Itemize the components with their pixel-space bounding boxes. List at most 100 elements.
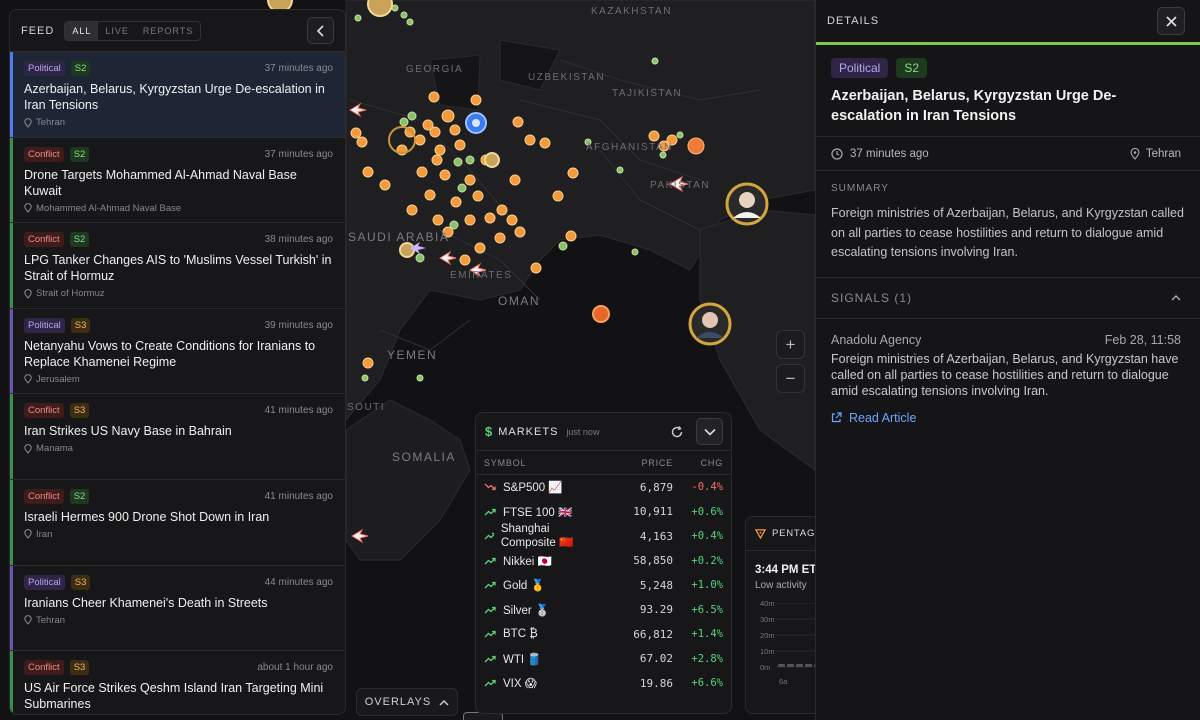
map-label-pakistan: PAKISTAN bbox=[650, 180, 710, 191]
event-time: 37 minutes ago bbox=[850, 148, 929, 160]
pin-icon bbox=[24, 203, 32, 213]
col-symbol: SYMBOL bbox=[484, 457, 527, 468]
markets-rows: S&P500 📈 6,879 -0.4% FTSE 100 🇬🇧 10,911 +0.6%… bbox=[476, 475, 731, 696]
event-title: Azerbaijan, Belarus, Kyrgyzstan Urge De-… bbox=[831, 88, 1117, 124]
market-symbol: Gold 🥇 bbox=[484, 578, 603, 592]
feed-item-accent bbox=[10, 479, 13, 565]
trend-up-icon bbox=[484, 557, 496, 565]
signal-source-row: Anadolu Agency Feb 28, 11:58 bbox=[831, 333, 1181, 347]
dollar-icon: $ bbox=[485, 424, 493, 439]
zoom-out-button[interactable]: − bbox=[776, 364, 805, 393]
feed-title: FEED bbox=[21, 24, 55, 37]
details-tags: Political S2 bbox=[831, 58, 1200, 78]
market-row[interactable]: BTC ₿ 66,812 +1.4% bbox=[476, 622, 731, 647]
zoom-in-button[interactable]: + bbox=[776, 330, 805, 359]
feed-item[interactable]: Political S2 37 minutes ago Azerbaijan, Bel… bbox=[10, 52, 345, 138]
tab-live[interactable]: LIVE bbox=[105, 25, 129, 36]
trend-up-icon bbox=[484, 508, 496, 516]
category-badge: Conflict bbox=[24, 403, 64, 419]
feed-item[interactable]: Conflict S3 41 minutes ago Iran Strikes US … bbox=[10, 394, 345, 480]
map-label-uzbekistan: UZBEKISTAN bbox=[528, 72, 606, 83]
tab-all[interactable]: ALL bbox=[65, 21, 99, 40]
market-symbol: BTC ₿ bbox=[484, 628, 603, 640]
market-symbol-text: Shanghai Composite 🇨🇳 bbox=[500, 523, 574, 550]
market-price: 6,879 bbox=[639, 480, 673, 494]
market-symbol: Silver 🥈 bbox=[484, 603, 603, 617]
signal-text: Foreign ministries of Azerbaijan, Belaru… bbox=[831, 351, 1179, 398]
feed-item[interactable]: Political S3 44 minutes ago Iranians Cheer … bbox=[10, 565, 345, 652]
x-tick-6a: 6a bbox=[779, 677, 788, 686]
y-tick-0m: 0m bbox=[760, 663, 771, 672]
feed-item[interactable]: Conflict S3 about 1 hour ago US Air Force S… bbox=[10, 651, 345, 714]
markets-column-headers: SYMBOL PRICE CHG bbox=[476, 451, 731, 475]
market-row[interactable]: Gold 🥇 5,248 +1.0% bbox=[476, 573, 731, 598]
details-title: DETAILS bbox=[827, 15, 880, 27]
market-symbol-text: S&P500 📈 bbox=[503, 482, 563, 495]
market-symbol-text: VIX 😱 bbox=[503, 678, 537, 691]
market-row[interactable]: Nikkei 🇯🇵 58,850 +0.2% bbox=[476, 549, 731, 574]
trend-up-icon bbox=[484, 606, 496, 614]
signals-toggle[interactable]: SIGNALS (1) bbox=[816, 276, 1200, 319]
pentagon-header: PENTAGO bbox=[746, 517, 824, 551]
category-badge: Conflict bbox=[24, 488, 64, 504]
market-row[interactable]: WTI 🛢️ 67.02 +2.8% bbox=[476, 647, 731, 672]
details-header: DETAILS bbox=[816, 0, 1200, 42]
market-symbol: WTI 🛢️ bbox=[484, 652, 603, 666]
summary-section: SUMMARY Foreign ministries of Azerbaijan… bbox=[816, 171, 1200, 263]
feed-filter-tabs: ALL LIVE REPORTS bbox=[64, 20, 202, 41]
feed-item-title: LPG Tanker Changes AIS to 'Muslims Vesse… bbox=[24, 253, 332, 284]
feed-item-meta: Conflict S3 41 minutes ago bbox=[24, 403, 333, 419]
clock-icon bbox=[831, 148, 843, 160]
plus-icon: + bbox=[785, 334, 796, 354]
close-icon bbox=[1165, 15, 1177, 27]
signal-date: Feb 28, 11:58 bbox=[1104, 332, 1181, 347]
feed-item-time: 41 minutes ago bbox=[264, 405, 333, 417]
market-row[interactable]: FTSE 100 🇬🇧 10,911 +0.6% bbox=[476, 500, 731, 525]
map-label-souti: SOUTI bbox=[347, 402, 386, 413]
feed-item-title: Iranians Cheer Khamenei's Death in Stree… bbox=[24, 595, 268, 610]
market-row[interactable]: VIX 😱 19.86 +6.6% bbox=[476, 671, 731, 696]
feed-item-location: Iran bbox=[24, 529, 333, 540]
pin-icon bbox=[1130, 148, 1140, 160]
feed-item-accent bbox=[10, 651, 13, 714]
feed-item-location: Strait of Hormuz bbox=[24, 288, 333, 299]
pentagon-title: PENTAGO bbox=[772, 528, 824, 539]
market-row[interactable]: Silver 🥈 93.29 +6.5% bbox=[476, 598, 731, 623]
map-label-somalia: SOMALIA bbox=[392, 450, 456, 464]
market-price: 66,812 bbox=[633, 627, 673, 641]
map-markers bbox=[267, 0, 769, 544]
market-symbol-text: FTSE 100 🇬🇧 bbox=[503, 506, 573, 519]
feed-item-location: Tehran bbox=[24, 615, 333, 626]
market-change: +6.6% bbox=[691, 677, 723, 690]
feed-item[interactable]: Conflict S2 37 minutes ago Drone Targets Mo… bbox=[10, 137, 345, 224]
map-label-georgia: GEORGIA bbox=[406, 64, 464, 75]
overlays-button[interactable]: OVERLAYS bbox=[356, 688, 458, 716]
feed-item-location-text: Tehran bbox=[36, 614, 66, 626]
feed-item-location: Mohammed Al-Ahmad Naval Base bbox=[24, 203, 333, 214]
pizza-icon bbox=[755, 529, 766, 539]
market-price: 58,850 bbox=[633, 554, 673, 568]
market-row[interactable]: Shanghai Composite 🇨🇳 4,163 +0.4% bbox=[476, 523, 731, 550]
feed-item[interactable]: Conflict S2 41 minutes ago Israeli Hermes 9… bbox=[10, 479, 345, 566]
feed-item-location-text: Tehran bbox=[36, 117, 66, 128]
close-details-button[interactable] bbox=[1157, 7, 1185, 35]
feed-item-accent bbox=[10, 308, 13, 394]
collapse-feed-button[interactable] bbox=[307, 17, 334, 44]
map-label-afghanistan: AFGHANISTAN bbox=[586, 142, 673, 153]
feed-item-location-text: Manama bbox=[36, 443, 73, 455]
market-price: 93.29 bbox=[639, 603, 673, 617]
signal-source: Anadolu Agency bbox=[831, 332, 922, 347]
market-price: 19.86 bbox=[639, 676, 673, 690]
pin-icon bbox=[24, 615, 32, 625]
collapse-markets-button[interactable] bbox=[696, 418, 723, 445]
market-change: +0.4% bbox=[691, 530, 723, 543]
pentagon-activity: Low activity bbox=[755, 580, 807, 591]
refresh-markets-button[interactable] bbox=[663, 418, 690, 445]
read-article-link[interactable]: Read Article bbox=[831, 411, 1200, 425]
tab-reports[interactable]: REPORTS bbox=[142, 25, 194, 36]
category-badge: Conflict bbox=[24, 232, 64, 248]
market-row[interactable]: S&P500 📈 6,879 -0.4% bbox=[476, 475, 731, 500]
feed-item[interactable]: Conflict S2 38 minutes ago LPG Tanker Chang… bbox=[10, 223, 345, 309]
feed-item[interactable]: Political S3 39 minutes ago Netanyahu Vows … bbox=[10, 308, 345, 395]
